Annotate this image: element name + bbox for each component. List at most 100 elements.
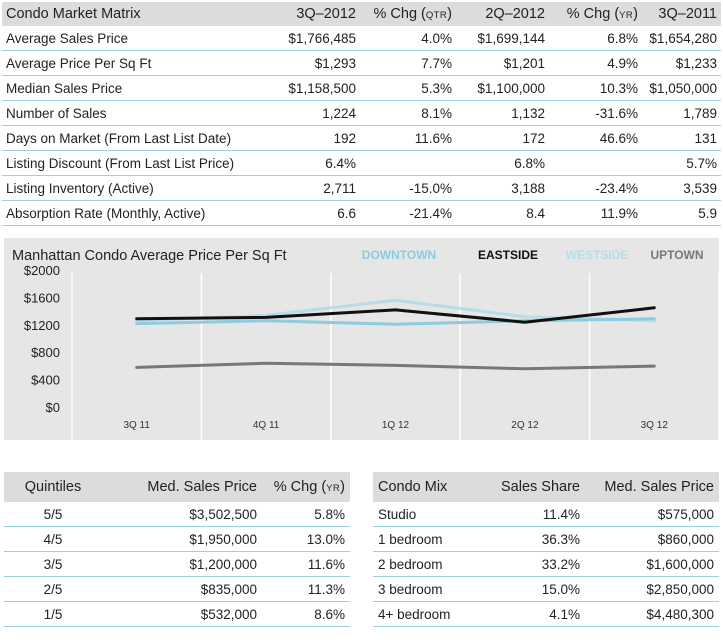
metric-label: Listing Discount (From Last List Price) bbox=[2, 150, 272, 176]
condo-mix-header-row: Condo Mix Sales Share Med. Sales Price bbox=[373, 472, 719, 502]
condo-mix-col-share: Sales Share bbox=[483, 472, 585, 502]
x-tick-label: 1Q 12 bbox=[382, 420, 410, 431]
quintile-row: 3/5 $1,200,000 11.6% bbox=[4, 551, 350, 577]
value-2q-2012: $1,100,000 bbox=[456, 75, 549, 101]
value-3q-2012: 6.4% bbox=[272, 150, 360, 176]
quintile-price: $1,950,000 bbox=[102, 526, 262, 552]
y-tick-label: $400 bbox=[31, 373, 60, 388]
col-chg-yr: % Chg (YR) bbox=[549, 2, 642, 26]
mix-price: $1,600,000 bbox=[585, 551, 719, 577]
legend-item-eastside: EASTSIDE bbox=[478, 248, 538, 262]
quintiles-header-row: Quintiles Med. Sales Price % Chg (YR) bbox=[4, 472, 350, 502]
x-tick-label: 2Q 12 bbox=[511, 420, 539, 431]
chart-title: Manhattan Condo Average Price Per Sq Ft bbox=[12, 248, 287, 264]
value-2q-2012: 8.4 bbox=[456, 200, 549, 226]
y-tick-label: $2000 bbox=[24, 263, 60, 278]
series-line-eastside bbox=[135, 306, 656, 324]
quintile-price: $835,000 bbox=[102, 576, 262, 602]
matrix-row: Median Sales Price $1,158,500 5.3% $1,100,0… bbox=[2, 75, 721, 101]
mix-type: 3 bedroom bbox=[373, 576, 483, 602]
col-chg-qtr-main: % Chg ( bbox=[373, 6, 426, 22]
quintiles-col-quintile: Quintiles bbox=[4, 472, 102, 502]
metric-label: Absorption Rate (Monthly, Active) bbox=[2, 200, 272, 226]
x-tick-label: 4Q 11 bbox=[253, 420, 280, 431]
value-chg-qtr: 8.1% bbox=[360, 100, 456, 126]
chart-grid bbox=[71, 273, 719, 440]
y-tick-label: $800 bbox=[31, 345, 60, 360]
col-3q-2011: 3Q–2011 bbox=[642, 2, 721, 26]
quintile-chg: 13.0% bbox=[262, 526, 350, 552]
mix-share: 4.1% bbox=[483, 601, 585, 627]
col-chg-yr-small: YR bbox=[619, 10, 634, 21]
value-chg-qtr: 7.7% bbox=[360, 50, 456, 76]
mix-type: Studio bbox=[373, 502, 483, 527]
value-3q-2012: $1,766,485 bbox=[272, 26, 360, 51]
mix-share: 15.0% bbox=[483, 576, 585, 602]
col-chg-yr-end: ) bbox=[633, 6, 638, 22]
value-2q-2012: $1,201 bbox=[456, 50, 549, 76]
legend-item-westside: WESTSIDE bbox=[566, 248, 629, 262]
metric-label: Median Sales Price bbox=[2, 75, 272, 101]
mix-row: Studio 11.4% $575,000 bbox=[373, 502, 719, 527]
condo-mix-col-price: Med. Sales Price bbox=[585, 472, 719, 502]
matrix-title: Condo Market Matrix bbox=[2, 2, 272, 26]
value-chg-qtr: -21.4% bbox=[360, 200, 456, 226]
value-chg-yr: 6.8% bbox=[549, 26, 642, 51]
quintile-label: 2/5 bbox=[4, 576, 102, 602]
x-tick-label: 3Q 12 bbox=[641, 420, 669, 431]
matrix-header-row: Condo Market Matrix 3Q–2012 % Chg (QTR) … bbox=[2, 2, 721, 26]
value-3q-2012: 1,224 bbox=[272, 100, 360, 126]
value-chg-qtr: 11.6% bbox=[360, 125, 456, 151]
col-chg-qtr: % Chg (QTR) bbox=[360, 2, 456, 26]
mix-price: $575,000 bbox=[585, 502, 719, 527]
mix-row: 1 bedroom 36.3% $860,000 bbox=[373, 526, 719, 552]
value-3q-2011: $1,654,280 bbox=[642, 26, 721, 51]
quintile-label: 1/5 bbox=[4, 601, 102, 627]
metric-label: Number of Sales bbox=[2, 100, 272, 126]
value-2q-2012: 1,132 bbox=[456, 100, 549, 126]
value-2q-2012: $1,699,144 bbox=[456, 26, 549, 51]
matrix-row: Listing Discount (From Last List Price) 6… bbox=[2, 150, 721, 176]
col-chg-qtr-end: ) bbox=[447, 6, 452, 22]
y-tick-label: $0 bbox=[46, 400, 60, 415]
chart-y-axis: $2000 $1600 $1200 $800 $400 $0 bbox=[24, 263, 60, 415]
chart-x-axis: 3Q 11 4Q 11 1Q 12 2Q 12 3Q 12 bbox=[123, 420, 668, 431]
series-line-uptown bbox=[135, 361, 656, 371]
col-chg-qtr-small: QTR bbox=[425, 10, 448, 21]
mix-row: 2 bedroom 33.2% $1,600,000 bbox=[373, 551, 719, 577]
quintile-row: 2/5 $835,000 11.3% bbox=[4, 576, 350, 602]
matrix-row: Average Price Per Sq Ft $1,293 7.7% $1,201 4… bbox=[2, 50, 721, 76]
quintile-label: 5/5 bbox=[4, 502, 102, 527]
col-3q-2012: 3Q–2012 bbox=[272, 2, 360, 26]
quintiles-body: 5/5 $3,502,500 5.8% 4/5 $1,950,000 13.0% 3/5 $1… bbox=[4, 502, 350, 627]
value-3q-2011: $1,233 bbox=[642, 50, 721, 76]
quintile-chg: 8.6% bbox=[262, 601, 350, 627]
value-3q-2011: 5.9 bbox=[642, 200, 721, 226]
quintile-price: $1,200,000 bbox=[102, 551, 262, 577]
quintiles-col-chg-end: ) bbox=[340, 479, 345, 495]
value-chg-qtr: -15.0% bbox=[360, 175, 456, 201]
value-chg-qtr bbox=[360, 150, 456, 176]
quintiles-table: Quintiles Med. Sales Price % Chg (YR) 5/… bbox=[4, 472, 350, 627]
metric-label: Listing Inventory (Active) bbox=[2, 175, 272, 201]
quintile-price: $3,502,500 bbox=[102, 502, 262, 527]
matrix-body: Average Sales Price $1,766,485 4.0% $1,699,… bbox=[2, 26, 721, 226]
metric-label: Average Sales Price bbox=[2, 26, 272, 51]
value-3q-2011: 131 bbox=[642, 125, 721, 151]
col-2q-2012: 2Q–2012 bbox=[456, 2, 549, 26]
quintile-row: 1/5 $532,000 8.6% bbox=[4, 601, 350, 627]
matrix-row: Number of Sales 1,224 8.1% 1,132 -31.6% 1,789 bbox=[2, 100, 721, 126]
mix-price: $4,480,300 bbox=[585, 601, 719, 627]
price-per-sqft-chart: Manhattan Condo Average Price Per Sq Ft … bbox=[4, 238, 719, 440]
quintile-row: 5/5 $3,502,500 5.8% bbox=[4, 502, 350, 527]
matrix-row: Days on Market (From Last List Date) 192 1… bbox=[2, 125, 721, 151]
mix-type: 1 bedroom bbox=[373, 526, 483, 552]
value-3q-2011: 5.7% bbox=[642, 150, 721, 176]
mix-row: 4+ bedroom 4.1% $4,480,300 bbox=[373, 601, 719, 627]
value-2q-2012: 6.8% bbox=[456, 150, 549, 176]
chart-series bbox=[135, 298, 656, 371]
matrix-row: Absorption Rate (Monthly, Active) 6.6 -21.… bbox=[2, 200, 721, 226]
condo-mix-col-type: Condo Mix bbox=[373, 472, 483, 502]
condo-mix-body: Studio 11.4% $575,000 1 bedroom 36.3% $860,00… bbox=[373, 502, 719, 627]
value-3q-2011: $1,050,000 bbox=[642, 75, 721, 101]
